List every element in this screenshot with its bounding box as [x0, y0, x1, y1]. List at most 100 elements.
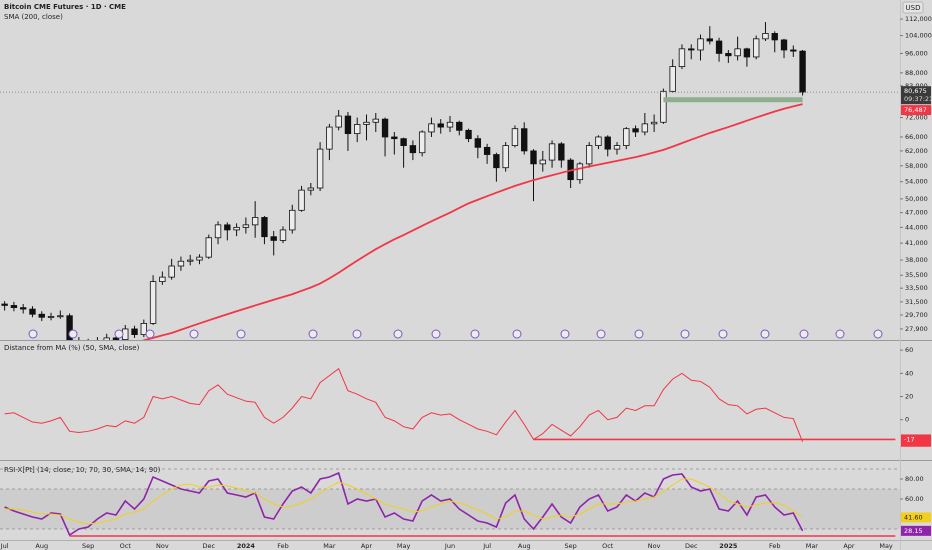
- x-tick-label: Apr: [361, 542, 373, 550]
- x-tick-label: Feb: [769, 542, 781, 550]
- x-tick-label: Dec: [685, 542, 698, 550]
- candle-body: [177, 260, 185, 267]
- candle-body: [326, 126, 333, 150]
- candle-body: [585, 145, 593, 165]
- candle-body: [734, 48, 741, 57]
- candle-body: [159, 276, 166, 283]
- y-tick-label: 41,000: [905, 239, 928, 247]
- x-tick-label: Feb: [277, 542, 289, 550]
- event-marker: [236, 329, 246, 339]
- x-tick-label: May: [397, 542, 411, 550]
- candle-body: [20, 307, 27, 310]
- candle-body: [483, 146, 491, 155]
- y-tick-label: 20: [905, 393, 913, 401]
- x-tick-label: Dec: [202, 542, 215, 550]
- price-tag-label: -17: [904, 435, 915, 443]
- price-tag: [901, 434, 931, 445]
- y-tick-label: 72,000: [905, 114, 928, 122]
- candle-body: [493, 154, 500, 169]
- candle-body: [576, 163, 584, 181]
- event-marker: [189, 329, 199, 339]
- candle-body: [57, 315, 64, 318]
- y-tick-label: 88,000: [905, 69, 928, 77]
- y-tick-label: 44,000: [905, 223, 928, 231]
- event-marker: [352, 329, 362, 339]
- event-marker: [393, 329, 403, 339]
- candle-body: [623, 128, 630, 146]
- candle-body: [391, 136, 398, 140]
- currency-button[interactable]: [902, 1, 924, 14]
- x-tick-label: 2024: [237, 542, 256, 550]
- y-tick-label: 62,000: [905, 147, 928, 155]
- y-tick-label: 38,000: [905, 256, 928, 264]
- candle-body: [168, 265, 175, 278]
- candle-body: [1, 303, 8, 306]
- sma-line: [141, 103, 803, 340]
- x-tick-label: Sep: [564, 542, 576, 550]
- candle-body: [279, 229, 287, 241]
- x-tick-label: Nov: [156, 542, 169, 550]
- x-tick-label: Oct: [120, 542, 132, 550]
- chart-title: Bitcoin CME Futures · 1D · CME: [4, 3, 126, 11]
- candle-body: [381, 118, 389, 138]
- y-tick-label: 96,000: [905, 49, 928, 57]
- x-tick-label: May: [879, 542, 893, 550]
- candle-body: [474, 138, 482, 148]
- candle-body: [131, 328, 138, 336]
- candle-body: [753, 38, 760, 58]
- y-tick-label: 50,000: [905, 195, 928, 203]
- candle-body: [771, 33, 778, 41]
- candle-body: [38, 313, 45, 318]
- candle-body: [558, 143, 565, 161]
- candle-body: [251, 217, 259, 226]
- candle-body: [790, 49, 797, 52]
- y-tick-label: 35,500: [905, 271, 928, 279]
- candle-body: [641, 123, 649, 133]
- x-tick-label: Apr: [843, 542, 855, 550]
- candle-body: [196, 256, 203, 261]
- x-tick-label: Jun: [444, 542, 455, 550]
- candle-body: [372, 118, 379, 123]
- candle-body: [103, 337, 110, 340]
- candle-body: [715, 40, 723, 54]
- event-marker: [873, 329, 883, 339]
- price-tag: [901, 525, 931, 536]
- x-tick-label: Oct: [602, 542, 614, 550]
- candle-body: [688, 48, 695, 51]
- y-tick-label: 54,000: [905, 178, 928, 186]
- event-marker: [470, 329, 480, 339]
- candle-body: [465, 129, 472, 140]
- event-marker: [680, 329, 690, 339]
- y-tick-label: 60: [905, 346, 913, 354]
- x-tick-label: Sep: [82, 542, 94, 550]
- y-tick-label: 40: [905, 369, 913, 377]
- candle-body: [354, 124, 361, 135]
- y-tick-label: 80.00: [905, 475, 924, 483]
- candle-body: [140, 323, 147, 336]
- candle-body: [261, 217, 268, 238]
- pane: [1, 22, 806, 340]
- candle-body: [725, 53, 732, 57]
- y-tick-label: 112,000: [905, 15, 932, 23]
- indicator-line: [4, 367, 804, 442]
- indicator-line: [4, 478, 803, 525]
- pane: [0, 468, 900, 537]
- candle-body: [678, 48, 686, 67]
- candle-body: [456, 121, 463, 131]
- candle-body: [149, 281, 157, 324]
- candle-body: [187, 259, 194, 262]
- event-marker: [799, 329, 809, 339]
- currency-label: USD: [906, 4, 921, 12]
- event-marker: [596, 329, 606, 339]
- candle-body: [613, 145, 621, 150]
- price-tag-label: 76,487: [904, 106, 927, 114]
- x-tick-label: Mar: [323, 542, 336, 550]
- event-marker: [431, 329, 441, 339]
- candle-body: [289, 209, 296, 231]
- candle-body: [697, 38, 704, 51]
- candle-body: [214, 224, 222, 239]
- y-tick-label: 27,900: [905, 325, 928, 333]
- candle-body: [428, 123, 435, 133]
- candle-body: [270, 236, 277, 241]
